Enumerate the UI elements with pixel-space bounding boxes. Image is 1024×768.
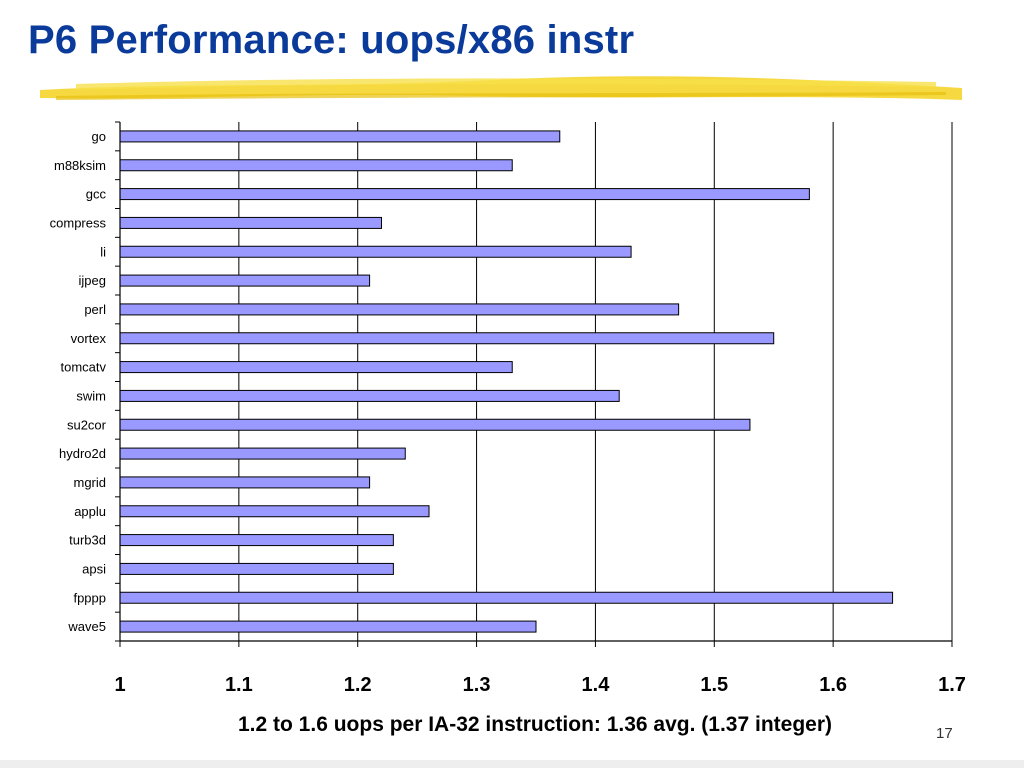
category-label-compress: compress [50, 215, 107, 230]
x-tick-label: 1.1 [225, 674, 253, 696]
x-tick-label: 1.5 [700, 674, 728, 696]
bar-wave5 [119, 620, 537, 633]
x-tick-label: 1.4 [582, 674, 611, 696]
category-label-hydro2d: hydro2d [59, 446, 106, 461]
bar-gcc [119, 188, 810, 201]
bar-perl [119, 303, 680, 316]
x-tick-label: 1.3 [463, 674, 491, 696]
bar-turb3d [119, 534, 394, 547]
page-number: 17 [936, 725, 953, 742]
x-tick-label: 1.2 [344, 674, 372, 696]
bar-vortex [119, 332, 775, 345]
category-label-apsi: apsi [82, 561, 106, 576]
bar-mgrid [119, 476, 371, 489]
bar-hydro2d [119, 447, 406, 460]
category-label-gcc: gcc [86, 187, 107, 202]
category-label-perl: perl [84, 302, 106, 317]
bar-compress [119, 216, 382, 229]
category-label-swim: swim [76, 388, 106, 403]
category-label-m88ksim: m88ksim [54, 158, 106, 173]
x-tick-label: 1.6 [819, 674, 847, 696]
bar-swim [119, 389, 620, 402]
category-label-wave5: wave5 [67, 619, 106, 634]
bar-li [119, 245, 632, 258]
category-label-fpppp: fpppp [73, 590, 106, 605]
x-tick-label: 1 [114, 674, 125, 696]
bottom-rule [0, 760, 1024, 768]
bar-go [119, 130, 561, 143]
bar-apsi [119, 562, 394, 575]
category-label-applu: applu [74, 504, 106, 519]
bar-fpppp [119, 591, 894, 604]
bar-su2cor [119, 418, 751, 431]
category-label-tomcatv: tomcatv [60, 360, 106, 375]
category-label-go: go [92, 129, 106, 144]
slide-title: P6 Performance: uops/x86 instr [28, 18, 635, 62]
bar-applu [119, 505, 430, 518]
chart-caption: 1.2 to 1.6 uops per IA-32 instruction: 1… [238, 713, 832, 736]
category-label-su2cor: su2cor [67, 417, 107, 432]
x-tick-label: 1.7 [938, 674, 966, 696]
bar-ijpeg [119, 274, 371, 287]
bar-m88ksim [119, 159, 513, 172]
bar-tomcatv [119, 361, 513, 374]
category-label-turb3d: turb3d [69, 533, 106, 548]
category-label-ijpeg: ijpeg [79, 273, 106, 288]
category-label-li: li [100, 244, 106, 259]
category-label-vortex: vortex [71, 331, 107, 346]
highlight-stroke-decoration [40, 76, 962, 100]
category-label-mgrid: mgrid [73, 475, 106, 490]
